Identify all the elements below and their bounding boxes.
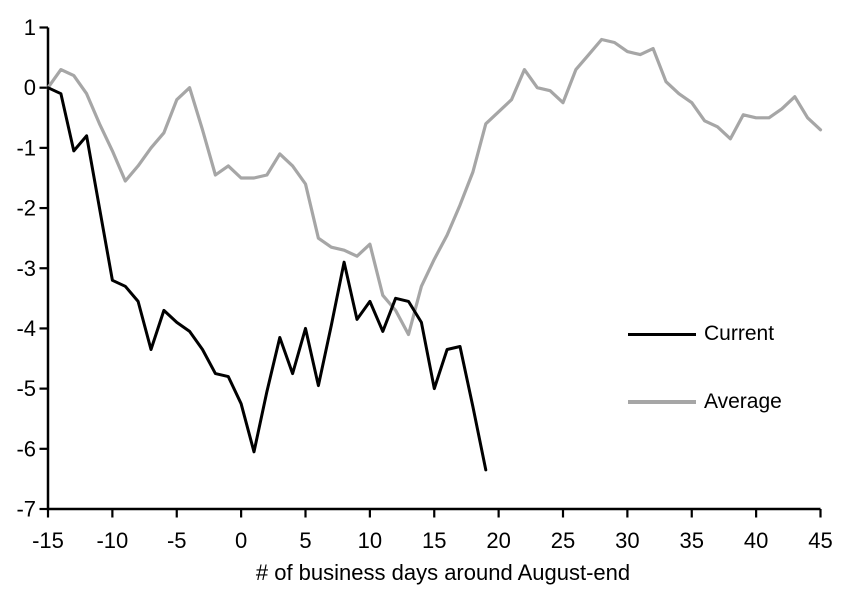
x-axis-tick-label: 10 <box>358 528 382 553</box>
series-current-line <box>46 86 488 472</box>
y-axis-tick-label: -4 <box>16 316 36 341</box>
average-line-sample <box>628 400 696 404</box>
x-axis-tick-label: 15 <box>422 528 446 553</box>
x-axis-tick-label: -5 <box>167 528 187 553</box>
legend-label-current: Current <box>704 322 775 345</box>
series-average-line <box>46 37 823 337</box>
legend-item-average: Average <box>628 390 782 414</box>
x-axis-tick-label: 5 <box>299 528 311 553</box>
legend-label-average: Average <box>704 390 782 413</box>
x-axis-tick-label: -15 <box>32 528 64 553</box>
x-axis-tick-label: 30 <box>615 528 639 553</box>
axes <box>46 27 821 511</box>
y-axis-tick-label: -2 <box>16 196 36 221</box>
x-axis-tick-label: 40 <box>744 528 768 553</box>
y-axis-tick-label: -7 <box>16 497 36 522</box>
current-line-sample <box>628 332 696 336</box>
legend-item-current: Current <box>628 322 774 346</box>
x-axis-tick-label: 35 <box>680 528 704 553</box>
x-axis-tick-label: 25 <box>551 528 575 553</box>
y-axis-tick-label: -6 <box>16 436 36 461</box>
x-axis-tick-label: 20 <box>486 528 510 553</box>
x-axis-tick-label: 0 <box>235 528 247 553</box>
y-axis-tick-label: -3 <box>16 256 36 281</box>
x-axis-tick-label: -10 <box>96 528 128 553</box>
x-axis-title: # of business days around August-end <box>255 560 631 585</box>
y-axis-tick-label: 0 <box>24 75 36 100</box>
y-axis-tick-label: -5 <box>16 376 36 401</box>
y-axis-tick-label: 1 <box>24 15 36 40</box>
x-axis-tick-label: 45 <box>808 528 832 553</box>
y-axis-tick-label: -1 <box>16 135 36 160</box>
